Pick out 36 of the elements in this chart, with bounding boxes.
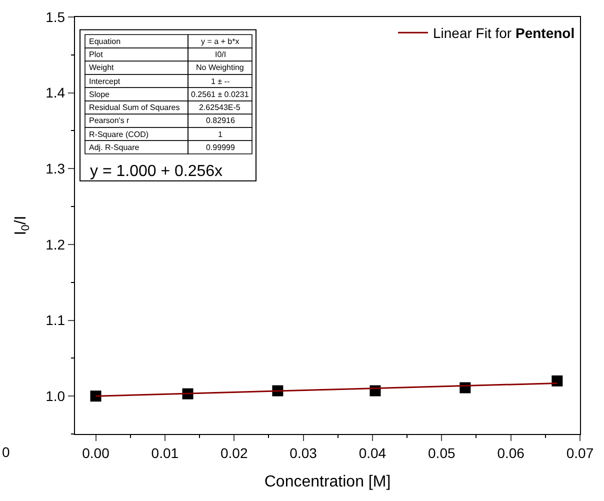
- x-tick-label: 0.05: [428, 444, 456, 461]
- annotation: R-Square (COD): [89, 130, 149, 139]
- annotation: 0.2561 ± 0.0231: [191, 90, 250, 99]
- x-tick-label: 0.00: [82, 444, 110, 461]
- annotation: Adj. R-Square: [89, 143, 140, 152]
- x-tick-label: 0.06: [497, 444, 525, 461]
- y-tick-label: 1.0: [46, 388, 66, 404]
- annotation: y = 1.000 + 0.256x: [90, 163, 223, 180]
- y-tick-label: 1.4: [46, 84, 66, 101]
- x-tick-label: 0.03: [290, 444, 318, 461]
- y-tick-label: 1.2: [46, 236, 66, 252]
- annotation: 1 ± --: [211, 77, 230, 86]
- x-tick-label: 0.02: [220, 444, 248, 461]
- x-tick-label: 0.01: [151, 444, 179, 461]
- annotation: No Weighting: [196, 63, 244, 72]
- annotation: Intercept: [89, 77, 121, 86]
- text: 0: [2, 444, 10, 460]
- annotation: 2.62543E-5: [199, 103, 241, 112]
- annotation: Equation: [89, 37, 121, 46]
- annotation: Residual Sum of Squares: [89, 103, 180, 112]
- annotation: I0/I: [215, 50, 226, 59]
- annotation: Plot: [89, 50, 104, 59]
- annotation: y = a + b*x: [201, 37, 240, 46]
- annotation: 1: [218, 130, 223, 139]
- x-tick-label: 0.04: [358, 444, 386, 461]
- x-tick-label: 0.07: [566, 444, 594, 461]
- y-tick-label: 1.3: [46, 160, 66, 177]
- annotation: Weight: [89, 63, 115, 72]
- x-axis-title: Concentration [M]: [264, 474, 391, 491]
- annotation: Slope: [89, 90, 110, 99]
- y-tick-label: 1.1: [46, 312, 66, 328]
- legend-label: Linear Fit for Pentenol: [433, 25, 575, 42]
- annotation: 0.82916: [206, 116, 236, 125]
- y-tick-label: 1.5: [46, 8, 66, 25]
- annotation: Pearson's r: [89, 116, 130, 125]
- annotation: 0.99999: [206, 143, 236, 152]
